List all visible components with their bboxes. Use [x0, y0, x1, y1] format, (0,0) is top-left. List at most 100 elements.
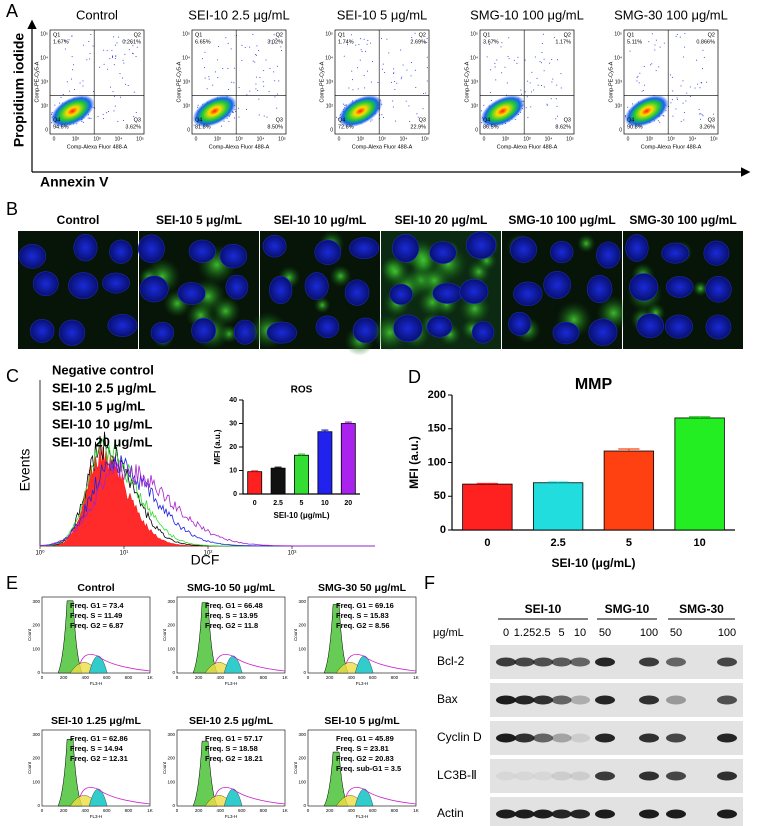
y-tick-label: 10²: [41, 103, 49, 109]
event-dot: [529, 82, 531, 84]
density: [50, 95, 95, 128]
panel-label: E: [6, 573, 18, 593]
quadrant-name: Q1: [483, 32, 490, 38]
y-tick-label: 200: [298, 623, 306, 628]
event-dot: [93, 90, 94, 92]
y-tick-label: 10³: [326, 79, 334, 85]
event-dot: [89, 117, 91, 119]
x-tick-label: 10⁵: [566, 136, 574, 142]
density: [480, 95, 525, 128]
quadrant-name: Q3: [708, 117, 715, 123]
plot-y-label: Comp-PE-Cy5-A: [319, 61, 325, 102]
event-dot: [366, 70, 368, 72]
green-signal: [576, 234, 596, 253]
band: [533, 695, 553, 705]
event-dot: [370, 81, 372, 83]
x-tick-label: 10²: [214, 136, 222, 142]
band: [514, 695, 535, 705]
quadrant-name: Q3: [564, 117, 571, 123]
event-dot: [540, 85, 542, 86]
event-dot: [410, 62, 412, 63]
freq-text: Freq. G2 = 12.31: [70, 754, 128, 763]
g2-peak: [354, 655, 374, 674]
x-tick-label: 600: [369, 675, 377, 680]
x-tick-label: 5: [300, 500, 304, 507]
event-dot: [351, 70, 353, 72]
event-dot: [208, 78, 210, 80]
band: [639, 771, 659, 781]
event-dot: [258, 98, 260, 100]
y-tick-label: 100: [32, 779, 40, 784]
nucleus: [629, 273, 659, 302]
event-dot: [273, 71, 275, 73]
green-signal: [329, 264, 352, 288]
nucleus: [188, 239, 216, 263]
fit-line: [214, 654, 286, 672]
event-dot: [414, 32, 416, 34]
event-dot: [553, 36, 555, 38]
quadrant-value: 1.74%: [338, 39, 354, 45]
event-dot: [343, 55, 345, 57]
x-tick-label: 600: [238, 808, 246, 813]
event-dot: [112, 91, 114, 93]
group-label: SEI-10: [525, 602, 562, 616]
event-dot: [127, 85, 129, 86]
quadrant-name: Q2: [708, 32, 715, 38]
image-title: Control: [57, 213, 100, 227]
plot-x-label: Comp-Alexa Fluor 488-A: [641, 144, 702, 150]
y-tick-label: 10⁵: [614, 31, 622, 37]
event-dot: [135, 55, 137, 57]
band: [570, 657, 590, 667]
event-dot: [520, 89, 522, 91]
flow-plot: [479, 29, 575, 135]
event-dot: [637, 75, 639, 77]
event-dot: [99, 66, 101, 68]
event-dot: [212, 84, 214, 86]
y-tick-label: 0: [303, 670, 306, 675]
nucleus: [552, 321, 580, 345]
density: [192, 95, 237, 128]
event-dot: [119, 73, 121, 75]
event-dot: [266, 116, 268, 118]
event-dot: [494, 63, 496, 65]
nucleus: [191, 317, 217, 344]
event-dot: [676, 34, 678, 35]
y-tick-label: 10³: [471, 79, 479, 85]
nucleus: [68, 272, 99, 300]
event-dot: [556, 105, 558, 107]
event-dot: [507, 55, 509, 57]
event-dot: [238, 116, 240, 118]
y-tick-label: 200: [32, 623, 40, 628]
x-tick-label: 10⁵: [710, 136, 718, 142]
event-dot: [347, 44, 349, 46]
x-tick-label: 0: [338, 136, 341, 142]
event-dot: [415, 87, 417, 88]
event-dot: [202, 58, 203, 60]
band: [595, 771, 615, 781]
event-dot: [408, 105, 410, 107]
fit-line: [345, 654, 417, 672]
quadrant-value: 22.9%: [410, 124, 426, 130]
y-tick-label: 10⁴: [40, 55, 48, 61]
x-tick-label: 0: [307, 675, 310, 680]
plot-title: Control: [77, 582, 114, 594]
quadrant-name: Q3: [419, 117, 426, 123]
cell-cycle-plot: [176, 729, 286, 807]
event-dot: [71, 35, 73, 37]
event-dot: [94, 107, 96, 109]
event-dot: [370, 120, 372, 122]
freq-text: Freq. G1 = 73.4: [70, 601, 124, 610]
event-dot: [125, 83, 127, 85]
band: [551, 657, 572, 667]
nucleus: [550, 240, 574, 264]
protein-label: LC3B-Ⅱ: [437, 768, 477, 782]
event-dot: [220, 125, 222, 127]
nucleus: [109, 239, 133, 264]
event-dot: [223, 120, 225, 122]
nucleus: [344, 279, 370, 306]
x-tick-label: 800: [125, 808, 133, 813]
y-tick-label: 200: [167, 756, 175, 761]
event-dot: [263, 70, 265, 72]
nucleus: [705, 314, 732, 340]
event-dot: [345, 104, 347, 106]
